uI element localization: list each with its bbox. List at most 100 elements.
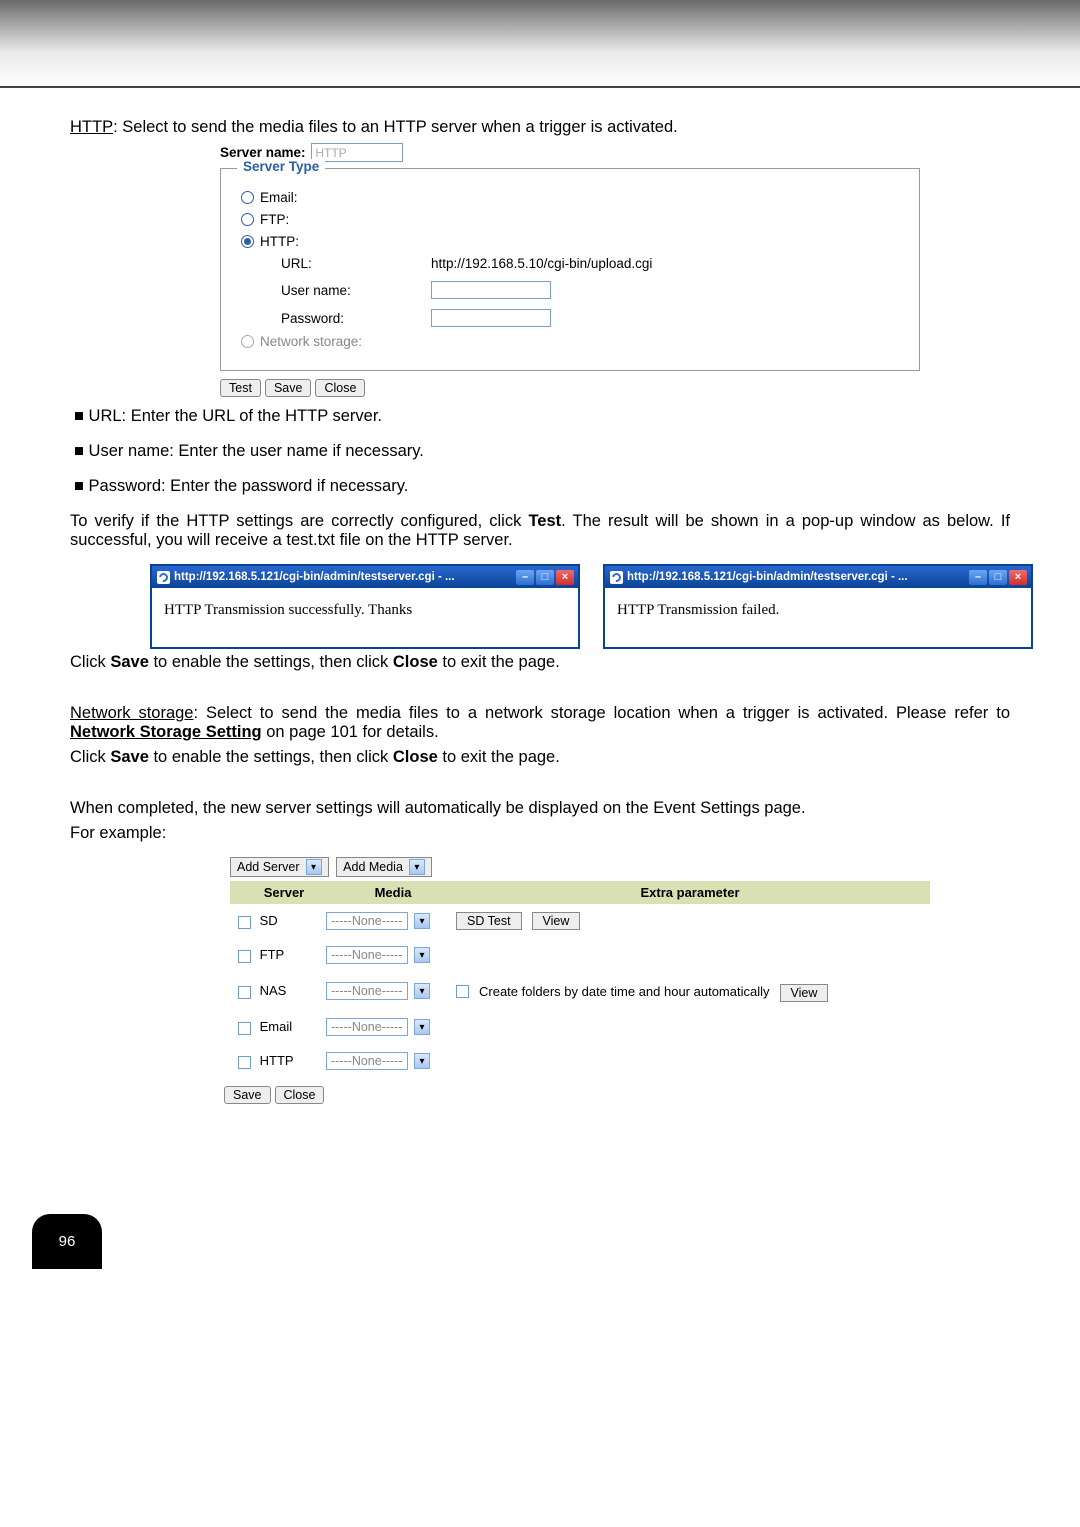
ev-save-button[interactable]: Save [224, 1086, 271, 1104]
server-type-legend: Server Type [237, 159, 325, 174]
bullet-password: ■ Password: Enter the password if necess… [70, 477, 1010, 496]
table-row: HTTP -----None----- ▾ [230, 1044, 930, 1078]
media-http-select[interactable]: -----None----- ▾ [326, 1052, 456, 1070]
cs2-close: Close [393, 748, 438, 766]
close-icon[interactable]: × [1009, 570, 1027, 585]
intro-http: HTTP: Select to send the media files to … [70, 118, 1010, 137]
checkbox-http[interactable] [238, 1056, 251, 1069]
ns-rest1: : Select to send the media files to a ne… [193, 704, 1010, 722]
opt-ftp-label: FTP: [260, 212, 289, 227]
username-label: User name: [281, 283, 431, 298]
sd-view-button[interactable]: View [532, 912, 581, 930]
table-row: Email -----None----- ▾ [230, 1010, 930, 1044]
add-buttons: Add Server ▾ Add Media ▾ [230, 857, 930, 877]
username-input[interactable] [431, 281, 551, 299]
opt-ftp[interactable]: FTP: [241, 212, 899, 227]
opt-network-storage[interactable]: Network storage: [241, 334, 899, 349]
table-row: NAS -----None----- ▾ Create folders by d… [230, 972, 930, 1010]
popup-success-titlebar: http://192.168.5.121/cgi-bin/admin/tests… [152, 566, 578, 588]
hdr-media: Media [328, 885, 458, 900]
minimize-icon[interactable]: – [969, 570, 987, 585]
media-sd-value: -----None----- [326, 912, 408, 930]
checkbox-sd[interactable] [238, 916, 251, 929]
bullet-username: ■ User name: Enter the user name if nece… [70, 442, 1010, 461]
sd-test-button[interactable]: SD Test [456, 912, 522, 930]
checkbox-ftp[interactable] [238, 950, 251, 963]
completed-1: When completed, the new server settings … [70, 799, 1010, 818]
form-button-row: Test Save Close [220, 379, 920, 397]
server-name-label: Server name: [220, 145, 306, 160]
intro-http-rest: : Select to send the media files to an H… [113, 118, 678, 136]
bullet-url: ■ URL: Enter the URL of the HTTP server. [70, 407, 1010, 426]
popup-fail-body: HTTP Transmission failed. [605, 588, 1031, 647]
add-server-button[interactable]: Add Server ▾ [230, 857, 329, 877]
popup-success: http://192.168.5.121/cgi-bin/admin/tests… [150, 564, 580, 649]
server-form: Server name: Server Type Email: FTP: HTT… [220, 143, 920, 397]
hdr-extra: Extra parameter [458, 885, 922, 900]
add-media-label: Add Media [343, 860, 403, 874]
minimize-icon[interactable]: – [516, 570, 534, 585]
radio-http-icon [241, 235, 254, 248]
media-http-value: -----None----- [326, 1052, 408, 1070]
password-input[interactable] [431, 309, 551, 327]
click-save-2: Click Save to enable the settings, then … [70, 748, 1010, 767]
row-http-label: HTTP [260, 1053, 294, 1068]
chevron-down-icon: ▾ [409, 859, 425, 875]
checkbox-email[interactable] [238, 1022, 251, 1035]
chevron-down-icon: ▾ [414, 1053, 430, 1069]
intro-http-prefix: HTTP [70, 118, 113, 136]
password-label: Password: [281, 311, 431, 326]
row-nas-label: NAS [260, 983, 287, 998]
media-ftp-value: -----None----- [326, 946, 408, 964]
media-nas-value: -----None----- [326, 982, 408, 1000]
radio-ftp-icon [241, 213, 254, 226]
add-server-label: Add Server [237, 860, 300, 874]
cs1-close: Close [393, 653, 438, 671]
checkbox-nas[interactable] [238, 986, 251, 999]
ie-icon [610, 571, 623, 584]
media-ftp-select[interactable]: -----None----- ▾ [326, 946, 456, 964]
auto-folders-label: Create folders by date time and hour aut… [479, 984, 770, 999]
radio-ns-icon [241, 335, 254, 348]
popup-row: http://192.168.5.121/cgi-bin/admin/tests… [150, 564, 1033, 649]
close-icon[interactable]: × [556, 570, 574, 585]
cs1-post: to exit the page. [438, 653, 560, 671]
popup-success-body: HTTP Transmission successfully. Thanks [152, 588, 578, 647]
ns-prefix: Network storage [70, 704, 193, 722]
close-button[interactable]: Close [315, 379, 365, 397]
verify-pre: To verify if the HTTP settings are corre… [70, 512, 528, 530]
cs1-pre: Click [70, 653, 110, 671]
completed-2: For example: [70, 824, 1010, 843]
maximize-icon[interactable]: □ [989, 570, 1007, 585]
click-save-1: Click Save to enable the settings, then … [70, 653, 1010, 672]
verify-test: Test [528, 512, 561, 530]
network-storage-paragraph: Network storage: Select to send the medi… [70, 704, 1010, 742]
url-value: http://192.168.5.10/cgi-bin/upload.cgi [431, 256, 661, 271]
add-media-button[interactable]: Add Media ▾ [336, 857, 432, 877]
chevron-down-icon: ▾ [414, 983, 430, 999]
media-sd-select[interactable]: -----None----- ▾ [326, 912, 456, 930]
page-content: HTTP: Select to send the media files to … [0, 88, 1080, 1104]
save-button[interactable]: Save [265, 379, 312, 397]
opt-email[interactable]: Email: [241, 190, 899, 205]
ns-link[interactable]: Network Storage Setting [70, 723, 262, 741]
radio-email-icon [241, 191, 254, 204]
url-label: URL: [281, 256, 431, 271]
media-email-value: -----None----- [326, 1018, 408, 1036]
opt-http[interactable]: HTTP: [241, 234, 899, 249]
nas-view-button[interactable]: View [780, 984, 829, 1002]
maximize-icon[interactable]: □ [536, 570, 554, 585]
cs2-pre: Click [70, 748, 110, 766]
opt-email-label: Email: [260, 190, 298, 205]
popup-fail-title: http://192.168.5.121/cgi-bin/admin/tests… [627, 571, 908, 583]
page-number: 96 [32, 1214, 102, 1269]
verify-paragraph: To verify if the HTTP settings are corre… [70, 512, 1010, 550]
chevron-down-icon: ▾ [414, 1019, 430, 1035]
test-button[interactable]: Test [220, 379, 261, 397]
ev-close-button[interactable]: Close [275, 1086, 325, 1104]
cs1-save: Save [110, 653, 149, 671]
checkbox-auto-folders[interactable] [456, 985, 469, 998]
cs2-save: Save [110, 748, 149, 766]
media-email-select[interactable]: -----None----- ▾ [326, 1018, 456, 1036]
media-nas-select[interactable]: -----None----- ▾ [326, 982, 456, 1000]
